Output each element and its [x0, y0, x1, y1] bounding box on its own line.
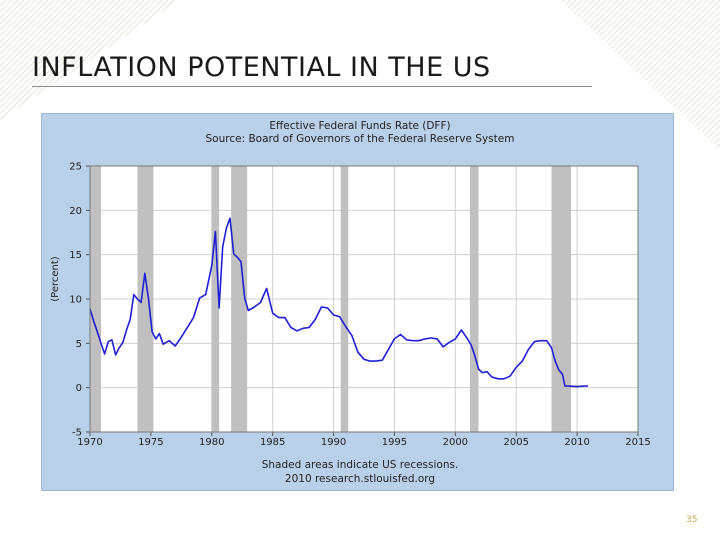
x-tick-label: 1980: [199, 437, 224, 448]
recession-band-overlay: [551, 166, 572, 432]
plot-border: [89, 165, 639, 433]
chart-svg: Effective Federal Funds Rate (DFF) Sourc…: [50, 120, 651, 485]
page-number: 35: [686, 515, 698, 525]
y-tick-label: -5: [72, 428, 82, 439]
x-tick-label: 2015: [625, 437, 650, 448]
chart-credit: 2010 research.stlouisfed.org: [285, 473, 435, 485]
chart-title: Effective Federal Funds Rate (DFF): [269, 120, 450, 132]
x-tick-label: 2000: [443, 437, 468, 448]
x-tick-label: 1985: [260, 437, 285, 448]
chart-subtitle: Source: Board of Governors of the Federa…: [206, 133, 515, 145]
recession-band-overlay: [340, 166, 349, 432]
chart-footnote: Shaded areas indicate US recessions.: [262, 459, 459, 471]
x-tick-label: 1975: [138, 437, 163, 448]
y-tick-label: 0: [76, 383, 82, 394]
recession-band-overlay: [90, 166, 101, 432]
chart-frame: Effective Federal Funds Rate (DFF) Sourc…: [41, 113, 674, 491]
plot-area: -5 0 5 10 15 20 25 1970 1975 1980 1985 1990 1995 2000…: [69, 162, 650, 449]
x-tick-label: 1970: [77, 437, 102, 448]
x-tick-label: 1990: [321, 437, 346, 448]
x-tick-label: 1995: [382, 437, 407, 448]
series-line: [89, 217, 589, 388]
y-tick-label: 25: [69, 162, 82, 173]
slide-title: INFLATION POTENTIAL IN THE US: [32, 52, 491, 83]
y-tick-label: 20: [69, 206, 82, 217]
y-tick-label: 15: [69, 250, 82, 261]
x-tick-label: 2010: [564, 437, 589, 448]
y-tick-label: 5: [76, 339, 82, 350]
recession-band-overlay: [231, 166, 248, 432]
recession-band-overlay: [211, 166, 220, 432]
y-tick-label: 10: [69, 295, 82, 306]
x-tick-label: 2005: [503, 437, 528, 448]
recession-band-overlay: [137, 166, 154, 432]
title-underline: [32, 86, 592, 87]
recession-band-overlay: [469, 166, 479, 432]
y-axis-label: (Percent): [50, 256, 61, 302]
